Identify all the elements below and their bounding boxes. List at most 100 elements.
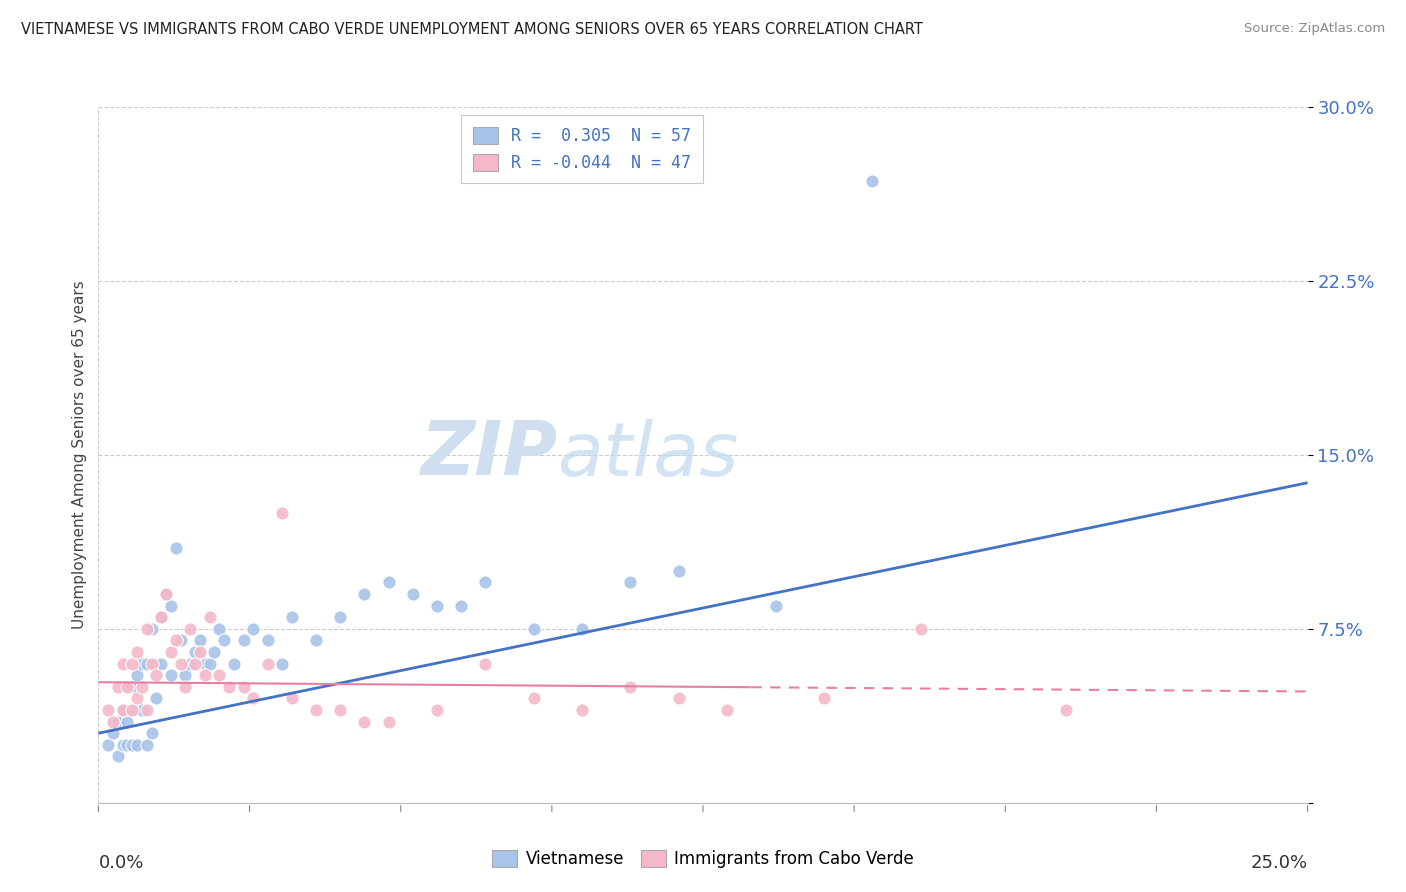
Point <box>97 738 120 752</box>
Point <box>426 703 449 717</box>
Point <box>329 610 352 624</box>
Point <box>174 680 197 694</box>
Point <box>141 657 163 671</box>
Text: ZIP: ZIP <box>420 418 558 491</box>
Point <box>121 680 143 694</box>
Point <box>765 599 787 613</box>
Point <box>107 714 129 729</box>
Point <box>165 633 187 648</box>
Point <box>135 622 157 636</box>
Point <box>1054 703 1077 717</box>
Point <box>402 587 425 601</box>
Point <box>204 645 226 659</box>
Point <box>145 691 167 706</box>
Point <box>179 622 201 636</box>
Point <box>668 691 690 706</box>
Point <box>160 645 183 659</box>
Point <box>218 680 240 694</box>
Point <box>135 738 157 752</box>
Point <box>813 691 835 706</box>
Point <box>111 703 134 717</box>
Point <box>184 645 207 659</box>
Point <box>194 668 217 682</box>
Legend: R =  0.305  N = 57, R = -0.044  N = 47: R = 0.305 N = 57, R = -0.044 N = 47 <box>461 115 703 184</box>
Point <box>141 726 163 740</box>
Point <box>232 680 254 694</box>
Point <box>271 506 294 520</box>
Point <box>474 657 496 671</box>
Point <box>222 657 245 671</box>
Point <box>145 657 167 671</box>
Point <box>150 657 173 671</box>
Point <box>208 622 231 636</box>
Point <box>174 668 197 682</box>
Point <box>571 622 593 636</box>
Point <box>121 703 143 717</box>
Point <box>111 738 134 752</box>
Point <box>179 657 201 671</box>
Point <box>377 714 399 729</box>
Point <box>198 657 221 671</box>
Point <box>117 680 139 694</box>
Point <box>135 703 157 717</box>
Point <box>619 575 641 590</box>
Text: VIETNAMESE VS IMMIGRANTS FROM CABO VERDE UNEMPLOYMENT AMONG SENIORS OVER 65 YEAR: VIETNAMESE VS IMMIGRANTS FROM CABO VERDE… <box>21 22 922 37</box>
Legend: Vietnamese, Immigrants from Cabo Verde: Vietnamese, Immigrants from Cabo Verde <box>485 843 921 875</box>
Point <box>523 622 546 636</box>
Point <box>169 657 191 671</box>
Point <box>910 622 932 636</box>
Point <box>141 622 163 636</box>
Point <box>212 633 235 648</box>
Point <box>188 633 211 648</box>
Text: Source: ZipAtlas.com: Source: ZipAtlas.com <box>1244 22 1385 36</box>
Point <box>353 587 375 601</box>
Point <box>111 657 134 671</box>
Text: 25.0%: 25.0% <box>1250 854 1308 871</box>
Point <box>281 691 304 706</box>
Point <box>101 726 124 740</box>
Point <box>426 599 449 613</box>
Point <box>474 575 496 590</box>
Point <box>101 714 124 729</box>
Point <box>571 703 593 717</box>
Point <box>121 703 143 717</box>
Point <box>271 657 294 671</box>
Point <box>127 645 149 659</box>
Point <box>208 668 231 682</box>
Point <box>523 691 546 706</box>
Point <box>668 564 690 578</box>
Point <box>169 633 191 648</box>
Point <box>117 738 139 752</box>
Point <box>127 738 149 752</box>
Text: 0.0%: 0.0% <box>98 854 143 871</box>
Point <box>150 610 173 624</box>
Point <box>198 610 221 624</box>
Point <box>305 703 328 717</box>
Point <box>117 714 139 729</box>
Point <box>242 691 264 706</box>
Point <box>111 703 134 717</box>
Point <box>131 703 153 717</box>
Point <box>305 633 328 648</box>
Point <box>150 610 173 624</box>
Point <box>716 703 738 717</box>
Point <box>121 738 143 752</box>
Point <box>160 599 183 613</box>
Point <box>353 714 375 729</box>
Point <box>145 668 167 682</box>
Point <box>155 587 177 601</box>
Point <box>127 668 149 682</box>
Point <box>165 541 187 555</box>
Point <box>127 691 149 706</box>
Y-axis label: Unemployment Among Seniors over 65 years: Unemployment Among Seniors over 65 years <box>72 281 87 629</box>
Point <box>184 657 207 671</box>
Point <box>377 575 399 590</box>
Point <box>107 749 129 764</box>
Point <box>281 610 304 624</box>
Point <box>194 657 217 671</box>
Point <box>450 599 472 613</box>
Point <box>131 657 153 671</box>
Point <box>256 633 278 648</box>
Point <box>619 680 641 694</box>
Point <box>107 680 129 694</box>
